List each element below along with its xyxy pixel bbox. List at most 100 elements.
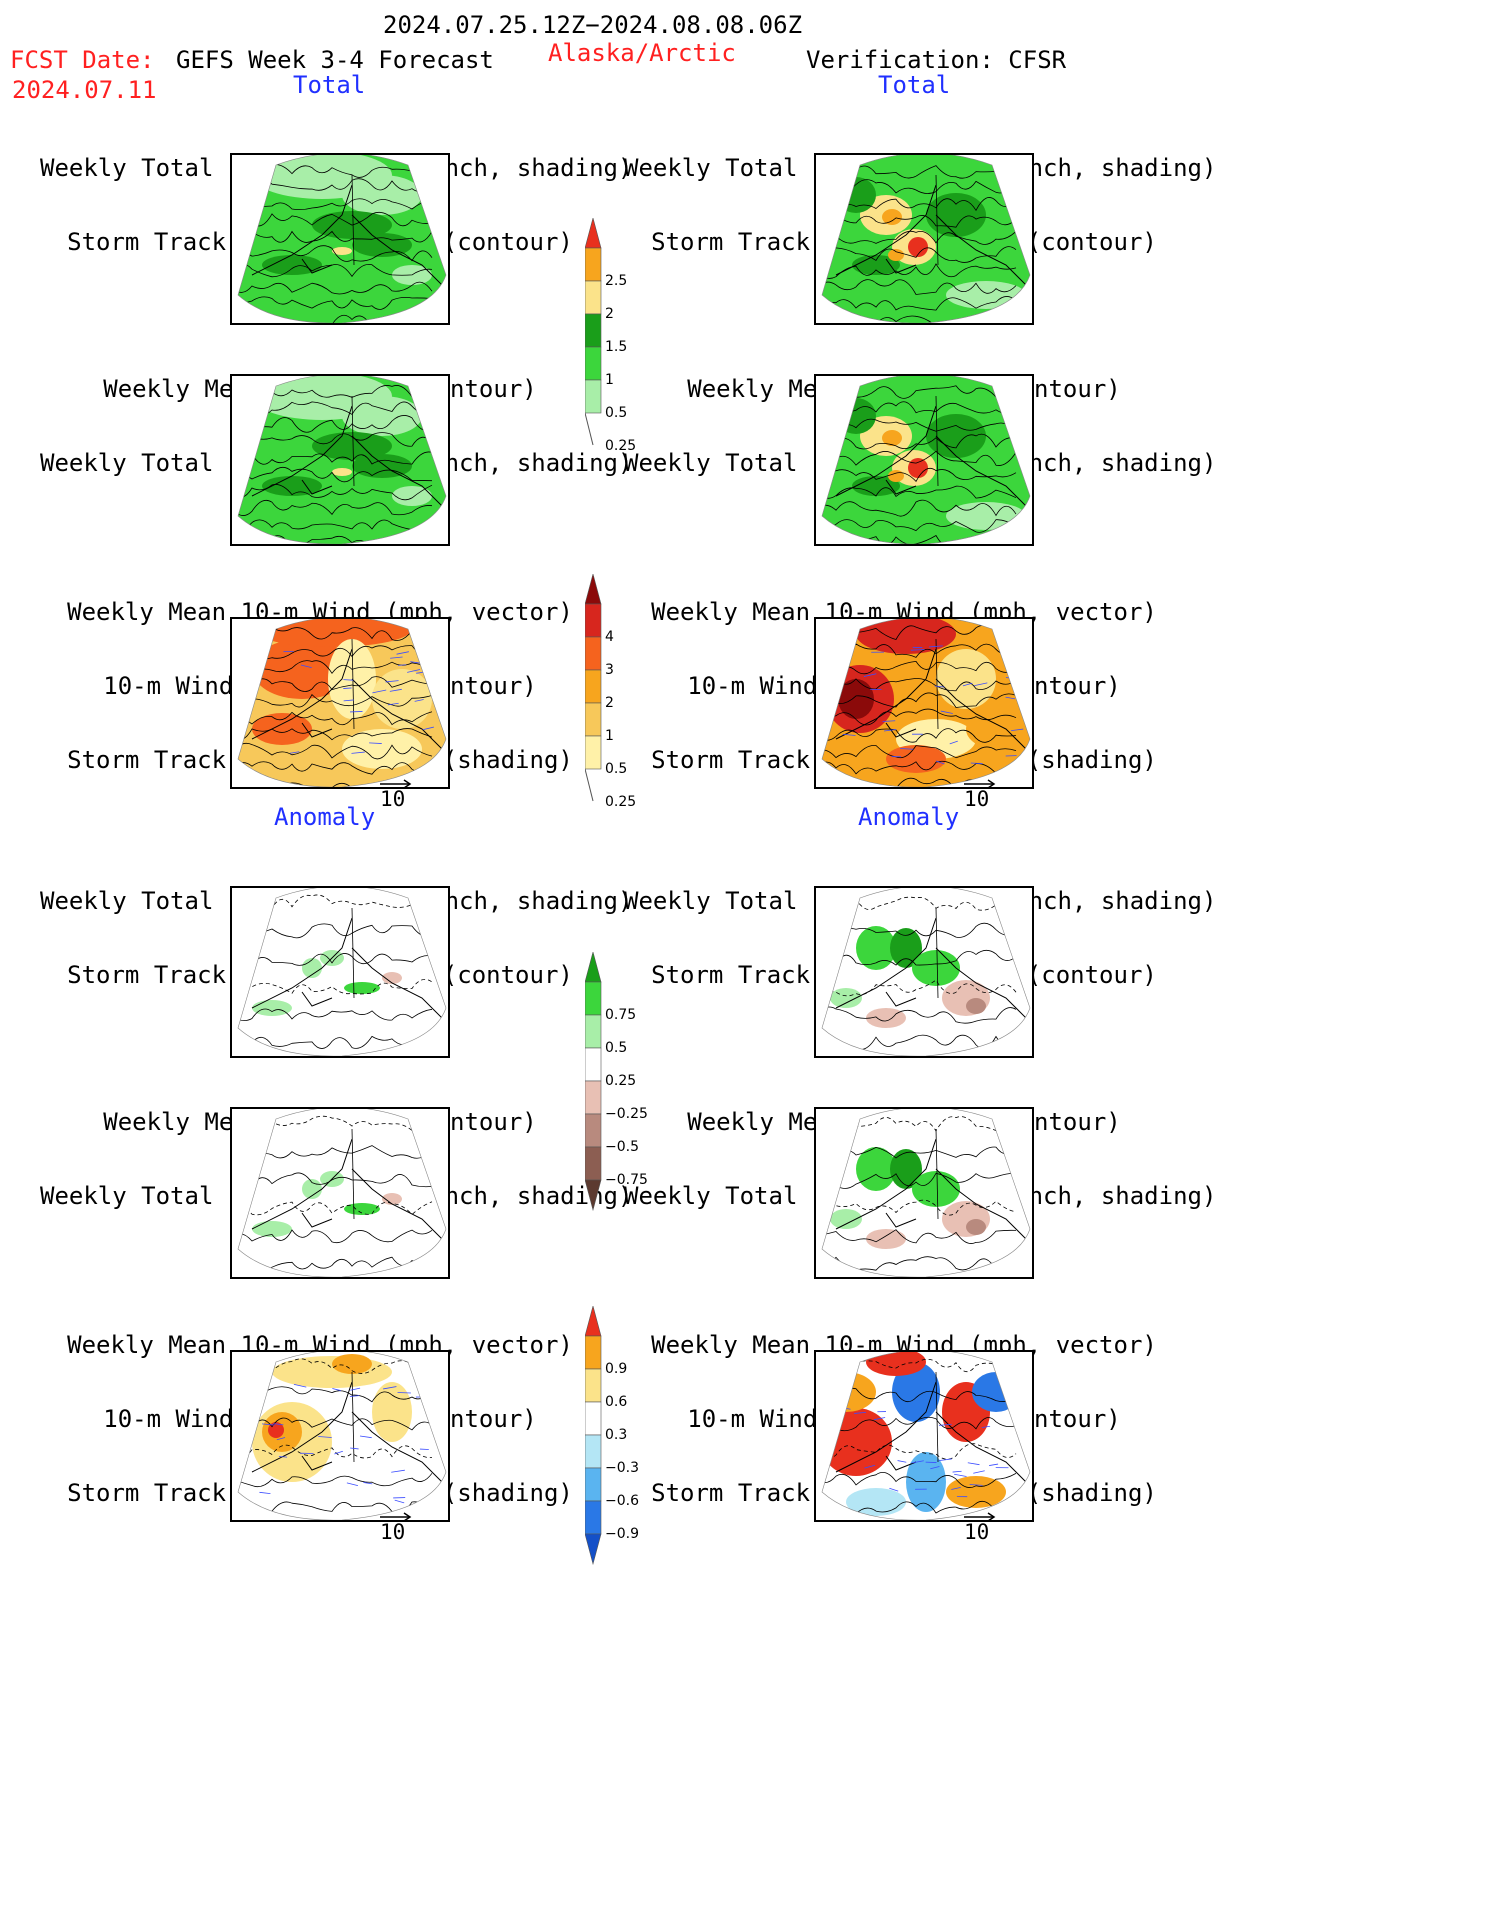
alaska-polar-map-icon xyxy=(237,155,447,323)
fcst-date-value: 2024.07.11 xyxy=(12,76,157,104)
map-wind-storm-anomaly-verification xyxy=(814,1350,1034,1522)
colorbar-top-extension xyxy=(585,952,602,983)
wind-vector xyxy=(300,664,312,669)
wind-vector xyxy=(1011,728,1024,732)
shaded-region xyxy=(882,430,902,446)
contour-line xyxy=(238,245,433,262)
coastline xyxy=(835,917,1027,1019)
section-anomaly-right: Anomaly xyxy=(858,803,960,831)
contour-line xyxy=(822,230,1017,245)
map-wind-storm-anomaly-forecast xyxy=(230,1350,450,1522)
colorbar-swatch xyxy=(585,1434,602,1469)
contour-line xyxy=(238,660,433,675)
contour-line xyxy=(238,693,433,708)
wind-vector xyxy=(930,1466,940,1470)
wind-vector xyxy=(391,1469,405,1473)
domain-outline xyxy=(821,888,1031,1056)
reference-arrow-icon xyxy=(380,779,412,789)
period-title: 2024.07.25.12Z−2024.08.08.06Z xyxy=(383,11,803,39)
coastline xyxy=(251,648,443,750)
wind-vector xyxy=(954,1473,967,1477)
wind-vector xyxy=(334,1450,343,1455)
shaded-region xyxy=(342,175,422,215)
colorbar-swatch xyxy=(585,1368,602,1403)
contour-line xyxy=(238,466,433,483)
wind-vector xyxy=(387,702,399,706)
wind-vector xyxy=(422,726,434,731)
vector-ref-label: 10 xyxy=(380,1520,406,1544)
wind-vector xyxy=(273,1423,284,1426)
shaded-region xyxy=(838,679,874,719)
domain-outline xyxy=(237,1352,447,1520)
colorbar-swatch xyxy=(585,1467,602,1502)
colorbar-tick-label: 4 xyxy=(605,629,614,645)
colorbar-tail xyxy=(585,768,594,802)
shaded-region xyxy=(830,1209,862,1229)
contour-line xyxy=(238,198,433,211)
colorbar-tick-label: −0.5 xyxy=(605,1139,639,1155)
contour-line xyxy=(238,1417,433,1431)
shaded-region xyxy=(966,1219,986,1235)
wind-vector xyxy=(981,1425,991,1429)
colorbar-swatch xyxy=(585,280,602,315)
alaska-polar-map-icon xyxy=(237,1109,447,1277)
wind-vector xyxy=(846,639,855,644)
shaded-region xyxy=(382,972,402,984)
contour-line xyxy=(238,1035,433,1050)
border-line xyxy=(935,1371,939,1463)
contour-line xyxy=(822,279,1017,295)
wind-vector xyxy=(396,651,409,655)
map-precip-storm-anomaly-verification xyxy=(814,886,1034,1058)
shaded-region xyxy=(908,237,928,257)
colorbar-swatch xyxy=(585,1113,602,1148)
wind-vector xyxy=(276,1437,286,1441)
alaska-polar-map-icon xyxy=(821,155,1031,323)
colorbar-top-extension xyxy=(585,574,602,605)
contour-line xyxy=(238,953,433,968)
reference-arrow-icon xyxy=(964,1512,996,1522)
wind-vector xyxy=(359,1435,372,1439)
domain-outline xyxy=(237,1109,447,1277)
domain-outline xyxy=(237,619,447,787)
contour-line xyxy=(238,1444,433,1459)
shaded-region xyxy=(830,988,862,1008)
colorbar-swatch xyxy=(585,247,602,282)
domain-outline xyxy=(821,1352,1031,1520)
colorbar-tick-label: 1 xyxy=(605,372,614,388)
wind-vector xyxy=(951,1486,961,1490)
contour-line xyxy=(238,1008,433,1022)
wind-vector xyxy=(372,689,387,694)
contour-line xyxy=(822,692,1017,708)
coastline xyxy=(835,405,1027,507)
wind-vector xyxy=(262,1423,275,1426)
colorbar-tick-label: 0.5 xyxy=(605,761,628,777)
wind-vector xyxy=(842,733,856,736)
wind-vector xyxy=(389,688,402,692)
shaded-region xyxy=(856,926,896,970)
verification-title: Verification: CFSR xyxy=(806,46,1067,74)
colorbar-tick-label: 2 xyxy=(605,695,614,711)
map-precip-storm-verification xyxy=(814,153,1034,325)
contour-line xyxy=(238,711,433,726)
shaded-region xyxy=(852,476,900,496)
colorbar-swatch xyxy=(585,313,602,348)
colorbar-tick-label: 0.25 xyxy=(605,794,637,810)
wind-vector xyxy=(383,1386,397,1390)
shaded-region xyxy=(822,1372,876,1412)
wind-vector xyxy=(349,1395,360,1397)
colorbar-top-extension xyxy=(585,218,602,249)
colorbar-graphic xyxy=(585,952,602,1212)
shaded-region xyxy=(342,396,422,436)
contour-line xyxy=(238,728,433,741)
alaska-polar-map-icon xyxy=(821,888,1031,1056)
colorbar-tick-label: 0.9 xyxy=(605,1361,628,1377)
alaska-polar-map-icon xyxy=(821,376,1031,544)
shaded-region xyxy=(312,432,392,460)
wind-vector xyxy=(390,656,403,659)
colorbar-tick-label: −0.6 xyxy=(605,1493,639,1509)
colorbar-bottom-extension xyxy=(585,1533,602,1566)
shaded-region xyxy=(262,255,322,275)
shaded-region xyxy=(332,1354,372,1374)
section-anomaly-left: Anomaly xyxy=(274,803,376,831)
shaded-region xyxy=(846,1488,906,1516)
